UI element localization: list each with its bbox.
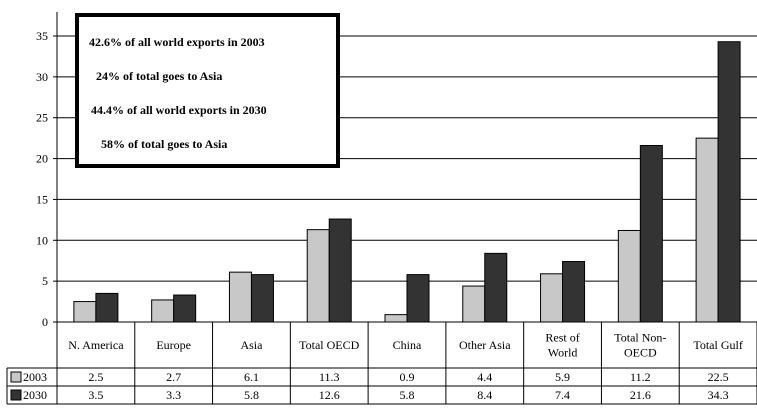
- bar-2003-1: [151, 299, 175, 323]
- data-label: 0.9: [400, 370, 415, 384]
- legend-swatch-2030: [10, 389, 22, 401]
- annotation-line-2: 24% of total goes to Asia: [96, 69, 223, 83]
- data-label: 5.8: [244, 388, 259, 402]
- y-tick-label: 20: [36, 152, 48, 166]
- x-tick-label: Europe: [156, 338, 191, 352]
- annotation-box: 42.6% of all world exports in 2003 24% o…: [75, 13, 340, 168]
- data-label: 2.7: [166, 370, 181, 384]
- bar-2003-2: [228, 271, 252, 323]
- bar-2030-0: [95, 292, 119, 323]
- y-tick-label: 5: [42, 274, 48, 288]
- data-label: 3.3: [166, 388, 181, 402]
- bar-2030-4: [406, 274, 430, 323]
- data-label: 4.4: [477, 370, 492, 384]
- y-tick-label: 10: [36, 233, 48, 247]
- x-tick-label: OECD: [624, 346, 657, 360]
- data-label: 11.2: [630, 370, 651, 384]
- bar-2003-7: [617, 229, 641, 323]
- x-tick-label: Total Non-: [614, 331, 666, 345]
- data-label: 7.4: [555, 388, 570, 402]
- data-label: 11.3: [319, 370, 340, 384]
- data-label: 6.1: [244, 370, 259, 384]
- data-label: 5.9: [555, 370, 570, 384]
- data-label: 34.3: [708, 388, 729, 402]
- x-tick-label: Rest of: [545, 331, 579, 345]
- data-label: 22.5: [708, 370, 729, 384]
- legend-label-2003: 2003: [23, 370, 47, 384]
- x-tick-label: N. America: [68, 338, 124, 352]
- x-tick-label: Total OECD: [299, 338, 359, 352]
- y-tick-label: 15: [36, 192, 48, 206]
- bar-2030-1: [173, 294, 197, 323]
- x-tick-label: Asia: [240, 338, 263, 352]
- data-label: 21.6: [630, 388, 651, 402]
- bar-2030-6: [562, 261, 586, 323]
- x-tick-label: Other Asia: [459, 338, 511, 352]
- bar-2030-2: [250, 274, 274, 323]
- bar-2003-0: [73, 301, 97, 323]
- bar-2030-5: [484, 252, 508, 323]
- bar-2003-8: [695, 137, 719, 323]
- bar-2003-4: [384, 314, 408, 323]
- bar-2003-6: [540, 273, 564, 323]
- bar-2003-3: [306, 229, 330, 323]
- x-tick-label: Total Gulf: [693, 338, 742, 352]
- legend-swatch-2003: [10, 371, 22, 383]
- bar-2030-7: [639, 144, 663, 323]
- data-label: 5.8: [400, 388, 415, 402]
- annotation-line-1: 42.6% of all world exports in 2003: [89, 35, 265, 49]
- bar-2003-5: [462, 285, 486, 323]
- annotation-line-3: 44.4% of all world exports in 2030: [91, 103, 267, 117]
- y-tick-label: 30: [36, 70, 48, 84]
- x-tick-label: World: [548, 346, 578, 360]
- data-label: 12.6: [319, 388, 340, 402]
- x-tick-label: China: [393, 338, 422, 352]
- y-tick-label: 0: [42, 315, 48, 329]
- y-tick-label: 25: [36, 111, 48, 125]
- y-tick-label: 35: [36, 29, 48, 43]
- legend-label-2030: 2030: [23, 388, 47, 402]
- data-label: 2.5: [88, 370, 103, 384]
- data-label: 3.5: [88, 388, 103, 402]
- bar-2030-3: [328, 218, 352, 323]
- data-label: 8.4: [477, 388, 492, 402]
- bar-2030-8: [717, 41, 741, 323]
- annotation-line-4: 58% of total goes to Asia: [101, 137, 228, 151]
